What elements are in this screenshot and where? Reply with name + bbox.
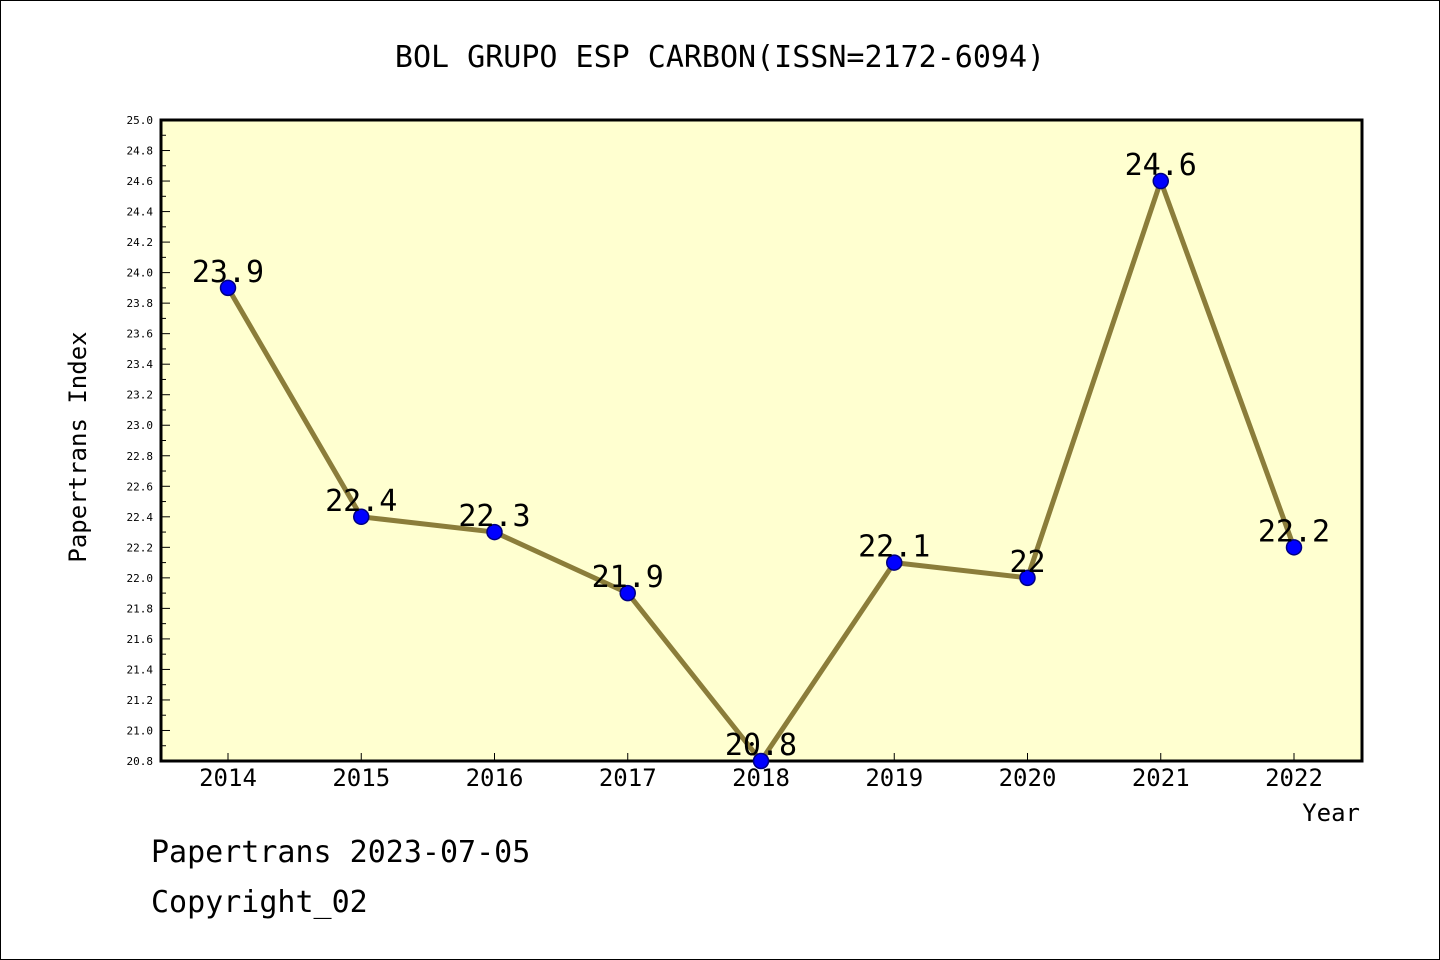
- y-tick-label: 23.8: [127, 297, 154, 310]
- data-label: 21.9: [592, 560, 664, 595]
- y-tick-label: 21.2: [127, 694, 154, 707]
- y-tick-label: 24.8: [127, 145, 154, 158]
- x-tick-label: 2016: [466, 764, 524, 792]
- data-label: 24.6: [1125, 148, 1197, 183]
- y-tick-label: 25.0: [127, 114, 154, 127]
- y-tick-label: 24.6: [127, 175, 154, 188]
- data-point: [486, 523, 503, 541]
- data-label: 22.2: [1258, 514, 1330, 549]
- data-label: 22: [1009, 545, 1045, 580]
- footer-date: Papertrans 2023-07-05: [151, 835, 531, 870]
- y-tick-label: 24.0: [127, 267, 154, 280]
- data-label: 20.8: [725, 728, 797, 763]
- y-tick-label: 22.8: [127, 450, 154, 463]
- data-point: [219, 279, 237, 297]
- data-point: [1019, 569, 1036, 587]
- y-tick-label: 23.0: [127, 419, 154, 432]
- y-tick-label: 23.6: [127, 328, 154, 341]
- x-tick-label: 2022: [1265, 764, 1323, 792]
- y-tick-label: 22.0: [127, 572, 154, 585]
- footer-copyright: Copyright_02: [151, 885, 368, 920]
- y-tick-label: 21.8: [127, 602, 154, 615]
- y-tick-label: 23.2: [127, 389, 154, 402]
- x-axis-label: Year: [1302, 799, 1360, 827]
- x-tick-label: 2020: [999, 764, 1057, 792]
- series-markers: [219, 172, 1303, 770]
- chart-title: BOL GRUPO ESP CARBON(ISSN=2172-6094): [395, 40, 1045, 75]
- data-label: 22.4: [325, 484, 397, 519]
- x-axis: 2014 2015 2016 2017 2018 2019 2020 2021 2022: [199, 753, 1323, 792]
- data-label: 23.9: [192, 255, 264, 290]
- y-tick-label: 24.4: [127, 206, 154, 219]
- data-point: [353, 508, 370, 526]
- y-tick-label: 20.8: [127, 755, 154, 768]
- x-tick-label: 2015: [332, 764, 390, 792]
- y-tick-label: 21.6: [127, 633, 154, 646]
- data-point: [752, 752, 770, 770]
- data-point: [886, 554, 903, 571]
- y-tick-label: 23.4: [127, 358, 154, 371]
- data-point: [1152, 172, 1169, 190]
- y-tick-label: 22.4: [127, 511, 154, 524]
- y-tick-label: 22.6: [127, 480, 154, 493]
- y-axis: 20.8 21.0 21.2 21.4 21.6 21.8 22.0 22.2 22.4 22.6…: [127, 114, 170, 768]
- data-label: 22.3: [458, 499, 530, 534]
- data-point: [1285, 539, 1303, 556]
- x-tick-label: 2017: [599, 764, 657, 792]
- y-axis-label: Papertrans Index: [64, 331, 92, 562]
- plot-area: [159, 118, 1364, 763]
- data-point: [619, 584, 636, 602]
- x-tick-label: 2021: [1132, 764, 1190, 792]
- x-tick-label: 2019: [865, 764, 923, 792]
- y-tick-label: 22.2: [127, 541, 154, 554]
- data-label: 22.1: [858, 530, 930, 565]
- y-tick-label: 24.2: [127, 236, 154, 249]
- x-tick-label: 2014: [199, 764, 257, 792]
- y-tick-label: 21.0: [127, 724, 154, 737]
- data-labels: 23.9 22.4 22.3 21.9 20.8 22.1 22 24.6 22.2: [192, 148, 1330, 763]
- y-tick-label: 21.4: [127, 663, 154, 676]
